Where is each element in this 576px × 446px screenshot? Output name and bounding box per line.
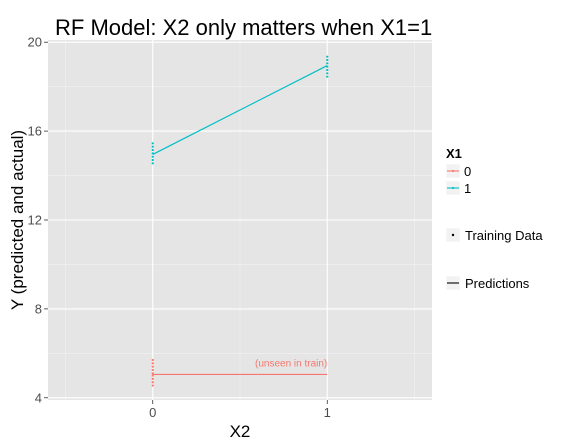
training-point bbox=[151, 162, 154, 165]
training-point bbox=[151, 374, 154, 377]
training-point bbox=[151, 358, 154, 362]
legend-key-point bbox=[451, 186, 455, 190]
y-tick-label: 20 bbox=[28, 35, 42, 50]
training-point bbox=[151, 158, 154, 162]
training-point bbox=[326, 55, 329, 58]
legend-key-point bbox=[451, 233, 455, 237]
legend-title: X1 bbox=[446, 146, 462, 161]
gridlines bbox=[48, 40, 432, 400]
y-tick-label: 4 bbox=[35, 390, 42, 405]
training-point bbox=[151, 368, 154, 372]
legend-label: Training Data bbox=[465, 228, 543, 243]
chart-marks: (unseen in train) bbox=[151, 55, 329, 387]
training-point bbox=[151, 372, 154, 375]
training-point bbox=[151, 384, 154, 387]
legend-shape-keys: Training Data Predictions bbox=[445, 227, 543, 291]
axes: 4 8 12 16 20 0 1 bbox=[28, 35, 331, 420]
annotation-label: (unseen in train) bbox=[255, 358, 327, 369]
x-axis-title: X2 bbox=[230, 422, 251, 441]
training-point bbox=[151, 381, 154, 384]
training-point bbox=[151, 148, 154, 152]
training-point bbox=[326, 68, 329, 72]
legend-label: 1 bbox=[464, 181, 471, 196]
y-tick-label: 12 bbox=[28, 213, 42, 228]
legend-label: 0 bbox=[464, 164, 471, 179]
legend-key-point bbox=[451, 169, 455, 173]
training-point bbox=[151, 362, 154, 365]
series-0 bbox=[151, 358, 328, 387]
training-point bbox=[151, 145, 154, 148]
training-point bbox=[151, 142, 154, 145]
training-point bbox=[151, 377, 154, 380]
chart-title: RF Model: X2 only matters when X1=1 bbox=[55, 15, 432, 40]
training-point bbox=[326, 75, 329, 78]
training-point bbox=[151, 365, 154, 368]
training-point bbox=[326, 65, 329, 68]
legend-color-keys: 01 bbox=[445, 163, 471, 196]
y-axis-title: Y (predicted and actual) bbox=[8, 130, 27, 310]
series-1 bbox=[151, 55, 329, 165]
x-tick-label: 1 bbox=[324, 405, 331, 420]
prediction-line-x1-1 bbox=[152, 65, 328, 155]
training-point bbox=[326, 58, 329, 62]
training-point bbox=[326, 72, 329, 75]
training-point bbox=[151, 152, 154, 155]
legend-label: Predictions bbox=[465, 276, 530, 291]
y-tick-label: 8 bbox=[35, 301, 42, 316]
training-point bbox=[151, 155, 154, 158]
training-point bbox=[326, 62, 329, 65]
y-tick-label: 16 bbox=[28, 124, 42, 139]
x-tick-label: 0 bbox=[149, 405, 156, 420]
